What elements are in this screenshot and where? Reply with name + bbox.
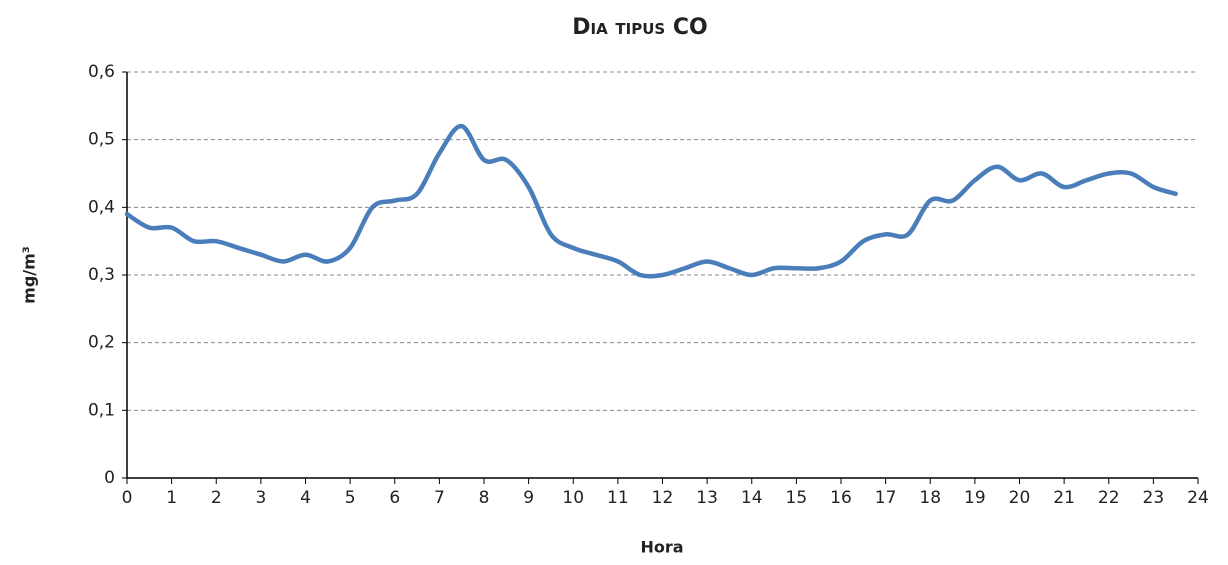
x-tick-label: 15 bbox=[786, 488, 808, 508]
x-tick-label: 0 bbox=[122, 488, 133, 508]
x-tick-label: 6 bbox=[389, 488, 400, 508]
data-line bbox=[124, 123, 1178, 279]
y-tick-label: 0 bbox=[104, 468, 115, 488]
x-tick-label: 22 bbox=[1098, 488, 1120, 508]
x-tick-label: 14 bbox=[741, 488, 763, 508]
x-tick-label: 17 bbox=[875, 488, 897, 508]
x-tick-label: 1 bbox=[166, 488, 177, 508]
x-tick-label: 16 bbox=[830, 488, 852, 508]
x-tick-label: 21 bbox=[1053, 488, 1075, 508]
chart-title: Dia tipus CO bbox=[572, 15, 707, 40]
y-axis-label: mg/m³ bbox=[20, 246, 39, 304]
x-tick-label: 5 bbox=[345, 488, 356, 508]
x-axis-label: Hora bbox=[640, 538, 683, 557]
x-tick-label: 13 bbox=[696, 488, 718, 508]
x-tick-label: 12 bbox=[652, 488, 674, 508]
y-tick-label: 0,3 bbox=[88, 265, 115, 285]
x-tick-label: 3 bbox=[255, 488, 266, 508]
x-tick-label: 18 bbox=[919, 488, 941, 508]
x-tick-label: 19 bbox=[964, 488, 986, 508]
x-tick-label: 8 bbox=[479, 488, 490, 508]
y-tick-label: 0,4 bbox=[88, 197, 115, 217]
x-tick-label: 4 bbox=[300, 488, 311, 508]
x-tick-label: 7 bbox=[434, 488, 445, 508]
x-tick-label: 20 bbox=[1009, 488, 1031, 508]
x-tick-label: 2 bbox=[211, 488, 222, 508]
y-tick-label: 0,1 bbox=[88, 400, 115, 420]
y-tick-label: 0,5 bbox=[88, 130, 115, 150]
x-tick-label: 23 bbox=[1143, 488, 1165, 508]
x-tick-label: 9 bbox=[523, 488, 534, 508]
x-tick-label: 24 bbox=[1187, 488, 1209, 508]
y-tick-label: 0,2 bbox=[88, 333, 115, 353]
y-tick-label: 0,6 bbox=[88, 62, 115, 82]
x-tick-label: 10 bbox=[562, 488, 584, 508]
x-tick-label: 11 bbox=[607, 488, 629, 508]
